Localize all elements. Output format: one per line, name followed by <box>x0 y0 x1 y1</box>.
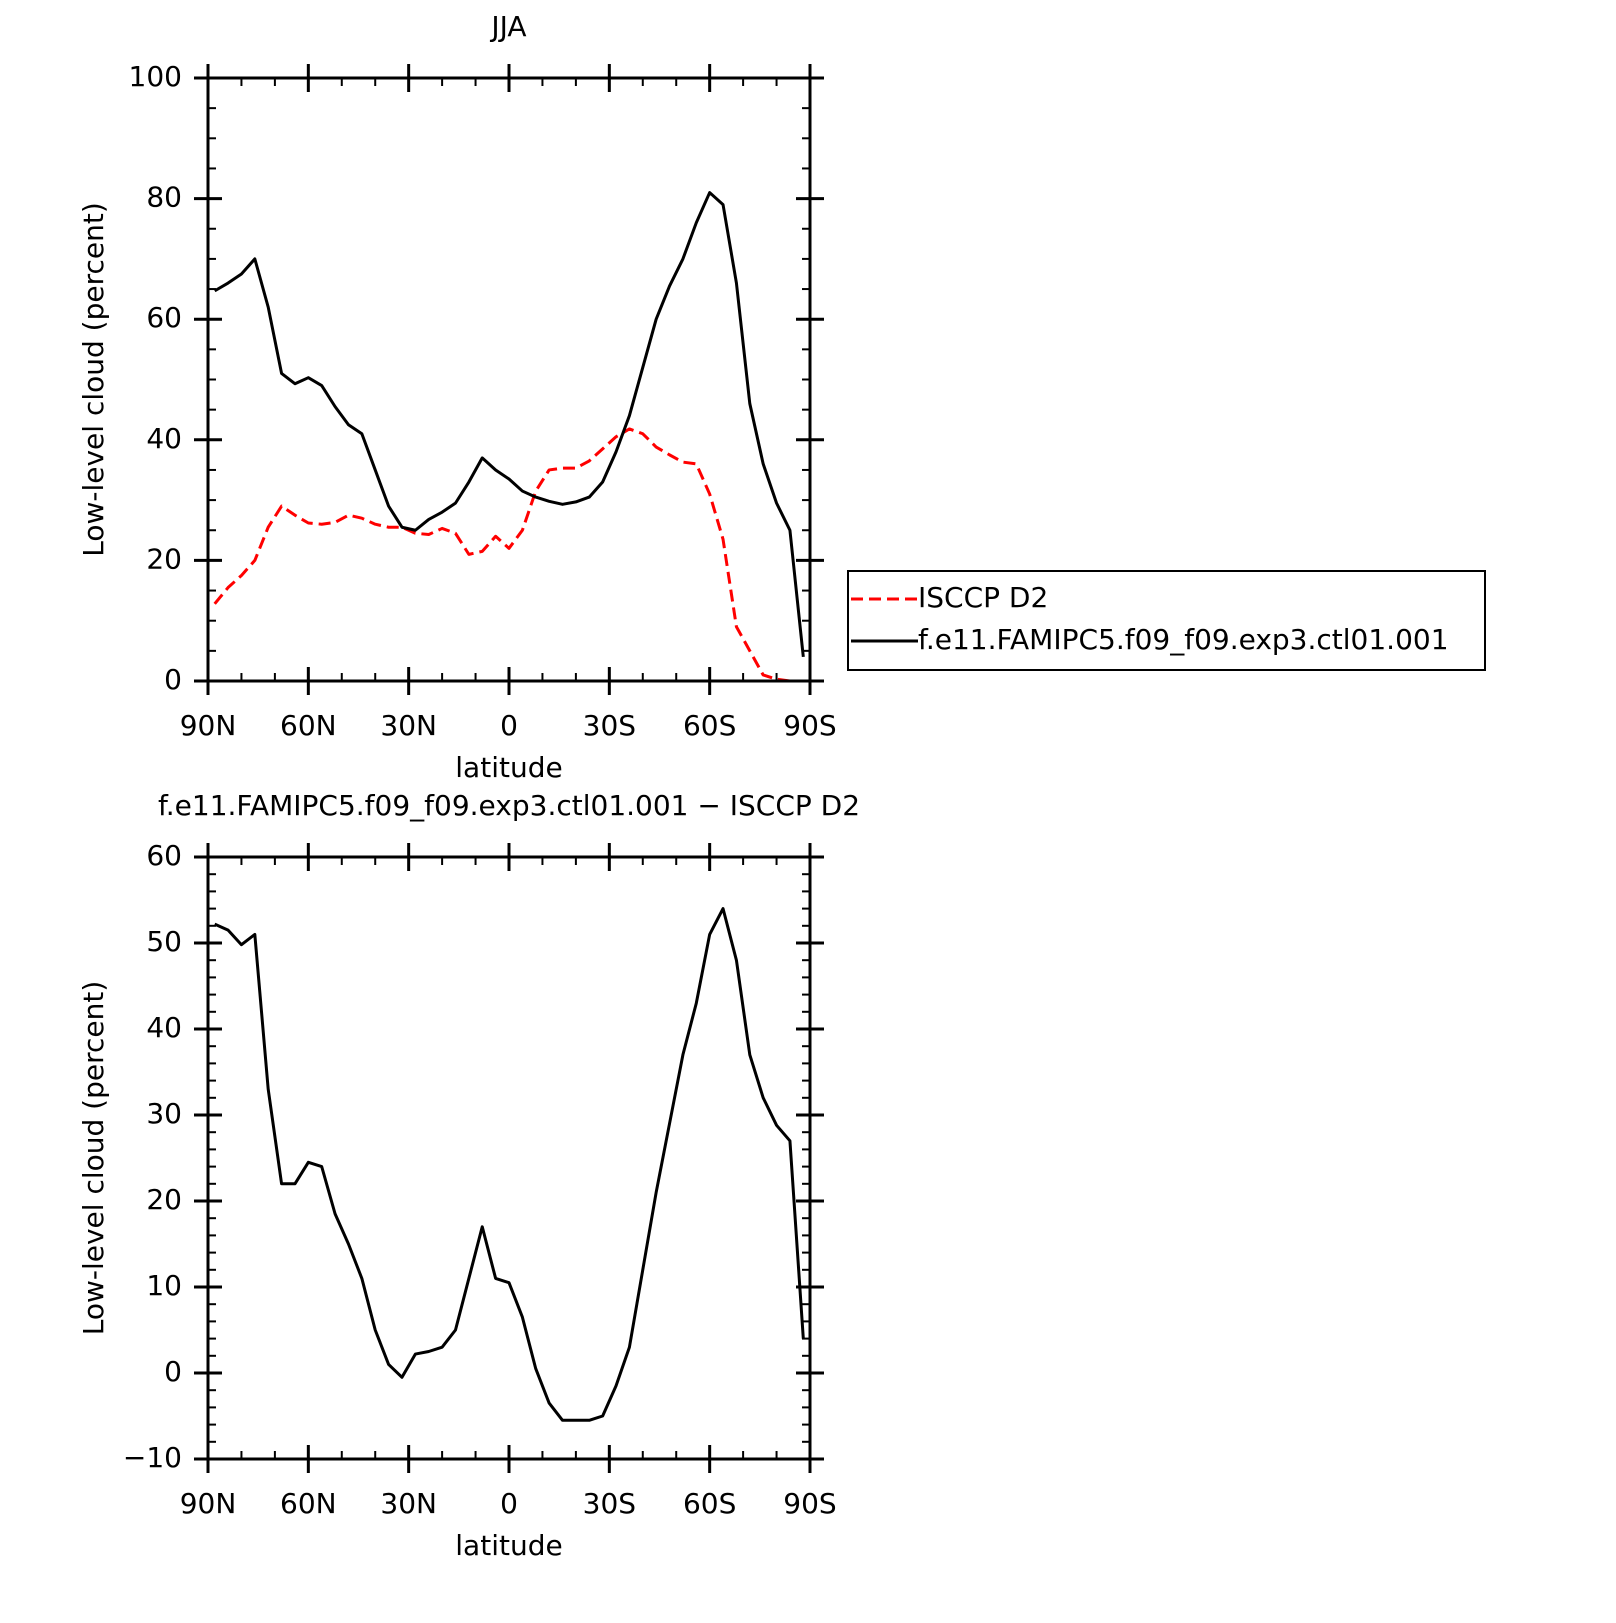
y-tick-label: 10 <box>146 1269 182 1302</box>
data-line <box>213 427 804 683</box>
y-axis-label: Low-level cloud (percent) <box>77 981 110 1336</box>
y-tick-label: 100 <box>129 60 182 93</box>
x-tick-label: 60N <box>280 1487 337 1520</box>
x-axis-label: latitude <box>455 1529 562 1562</box>
x-tick-label: 0 <box>500 709 518 742</box>
legend-label: ISCCP D2 <box>918 581 1048 614</box>
x-tick-label: 30N <box>380 709 437 742</box>
plot-frame <box>206 76 812 683</box>
plot-frame <box>206 855 812 1461</box>
y-tick-label: 40 <box>146 422 182 455</box>
y-axis-label: Low-level cloud (percent) <box>77 202 110 557</box>
y-tick-label: 60 <box>146 839 182 872</box>
y-tick-label: 50 <box>146 925 182 958</box>
x-tick-label: 0 <box>500 1487 518 1520</box>
y-tick-label: 0 <box>164 663 182 696</box>
x-tick-label: 60S <box>683 1487 736 1520</box>
x-tick-label: 90N <box>180 1487 237 1520</box>
legend-label: f.e11.FAMIPC5.f09_f09.exp3.ctl01.001 <box>918 623 1449 656</box>
y-tick-label: 60 <box>146 301 182 334</box>
y-tick-label: 20 <box>146 542 182 575</box>
x-tick-label: 60S <box>683 709 736 742</box>
x-tick-label: 30S <box>583 709 636 742</box>
x-axis-label: latitude <box>455 751 562 784</box>
x-tick-label: 60N <box>280 709 337 742</box>
y-tick-label: 20 <box>146 1183 182 1216</box>
y-tick-label: 0 <box>164 1355 182 1388</box>
x-tick-label: 90S <box>783 1487 836 1520</box>
y-tick-label: 30 <box>146 1097 182 1130</box>
y-tick-label: 80 <box>146 181 182 214</box>
y-tick-label: −10 <box>123 1441 182 1474</box>
x-tick-label: 90N <box>180 709 237 742</box>
legend: ISCCP D2 f.e11.FAMIPC5.f09_f09.exp3.ctl01… <box>847 570 1486 671</box>
y-tick-label: 40 <box>146 1011 182 1044</box>
legend-box <box>847 570 1486 671</box>
chart-title: f.e11.FAMIPC5.f09_f09.exp3.ctl01.001 − I… <box>158 789 860 822</box>
x-tick-label: 30S <box>583 1487 636 1520</box>
data-line <box>214 907 805 1422</box>
data-line <box>213 191 805 658</box>
x-tick-label: 90S <box>783 709 836 742</box>
chart-title: JJA <box>489 10 526 43</box>
x-tick-label: 30N <box>380 1487 437 1520</box>
